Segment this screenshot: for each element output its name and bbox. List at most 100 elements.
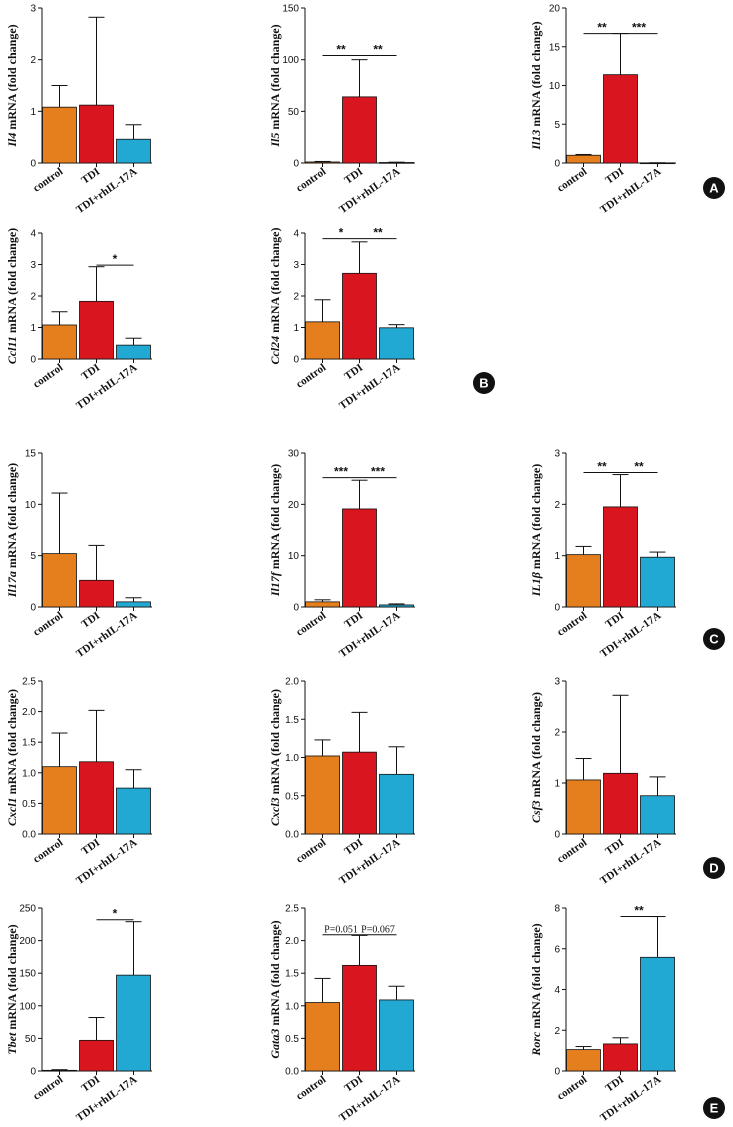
gene-name: Il17a [5,571,19,598]
y-axis-unit: mRNA (fold change) [5,689,19,797]
gene-name: Rorc [529,1031,543,1057]
x-tick-label: TDI [79,362,102,383]
gene-name: Cxcl1 [5,797,19,826]
bar-tdi [342,508,377,608]
y-tick-label: 2 [554,728,560,739]
y-tick-label: 2.0 [285,677,299,688]
bar-control [566,554,601,608]
y-axis-unit: mRNA (fold change) [268,24,282,132]
bar-control [42,553,77,608]
bar-tdi [342,751,377,835]
gene-name: Csf3 [529,800,543,823]
bar-tdi-rhil-17a [116,344,151,360]
y-tick-label: 15 [549,42,561,53]
y-tick-label: 10 [288,551,300,562]
y-tick-label: 100 [282,55,299,66]
y-tick-label: 200 [19,936,36,947]
y-axis-unit: mRNA (fold change) [529,21,543,129]
y-tick-label: 250 [19,904,36,915]
y-axis-title: Il5 mRNA (fold change) [268,24,282,147]
chart-il17a: 0 5 10 15 Il17a mRNA (fold change) control TDI… [5,449,152,660]
x-tick-label: TDI [342,1074,365,1095]
x-tick-label: control [555,837,589,866]
y-tick-label: 0 [554,603,560,614]
y-tick-label: 8 [554,904,560,915]
y-tick-label: 1 [293,323,299,334]
y-tick-label: 2.0 [285,936,299,947]
badge-letter: D [709,861,718,876]
bar-tdi-rhil-17a [640,556,675,608]
y-tick-label: 0.5 [285,791,299,802]
bar-control [42,324,77,360]
x-tick-label: TDI [342,610,365,631]
bar-control [305,601,340,608]
x-tick-label: TDI [342,362,365,383]
y-axis-unit: mRNA (fold change) [268,464,282,572]
badge-circle [703,1097,725,1119]
y-tick-label: 0.0 [285,830,299,841]
badge-letter: A [709,181,719,196]
y-axis-title: Cxcl3 mRNA (fold change) [268,689,282,826]
y-tick-label: 1.5 [22,738,36,749]
y-tick-label: 1 [30,107,36,118]
bar-tdi-rhil-17a [379,773,414,835]
significance-label: *** [334,465,348,479]
y-tick-label: 4 [293,229,299,240]
bar-tdi-rhil-17a [640,956,675,1072]
x-tick-label: TDI [342,166,365,187]
y-tick-label: 50 [25,1034,37,1045]
y-tick-label: 0.5 [285,1034,299,1045]
bar-tdi [79,579,114,608]
significance-label: * [339,226,344,240]
bar-tdi [79,761,114,835]
y-axis-unit: mRNA (fold change) [268,920,282,1028]
significance-label: ** [634,460,644,474]
significance-label: P=0.067 [361,925,395,936]
x-tick-label: control [294,166,328,195]
y-tick-label: 2 [30,55,36,66]
y-tick-label: 0 [293,603,299,614]
bar-tdi [342,96,377,164]
x-tick-label: control [31,362,65,391]
gene-name: Tbet [5,1032,19,1055]
y-tick-label: 0 [30,1067,36,1078]
y-tick-label: 100 [19,1001,36,1012]
badge-circle [703,857,725,879]
chart-il17f: 0 10 20 30 Il17f mRNA (fold change) control TD… [268,449,415,660]
y-axis-title: Il13 mRNA (fold change) [529,21,543,150]
chart-il13: 0 5 10 15 20 Il13 mRNA (fold change) control TD… [529,4,676,216]
x-tick-label: TDI [79,610,102,631]
gene-name: Gata3 [268,1029,282,1059]
y-tick-label: 2.0 [22,707,36,718]
y-tick-label: 1.0 [22,768,36,779]
x-tick-label: TDI [603,610,626,631]
x-tick-label: control [555,1074,589,1103]
bar-tdi-rhil-17a [379,999,414,1072]
y-tick-label: 3 [30,4,36,15]
bar-control [305,755,340,835]
bar-control [305,1002,340,1072]
bar-tdi-rhil-17a [379,327,414,360]
x-tick-label: control [294,1074,328,1103]
y-tick-label: 150 [19,969,36,980]
y-axis-title: Tbet mRNA (fold change) [5,924,19,1054]
bar-tdi-rhil-17a [116,974,151,1072]
bar-tdi [603,74,638,164]
significance-label: ** [634,904,644,918]
y-axis-title: Gata3 mRNA (fold change) [268,920,282,1058]
y-tick-label: 1.5 [285,715,299,726]
x-tick-label: control [555,166,589,195]
x-tick-label: TDI [603,837,626,858]
y-tick-label: 3 [293,260,299,271]
y-tick-label: 0 [30,603,36,614]
badge-circle [703,628,725,650]
y-tick-label: 10 [549,81,561,92]
x-tick-label: control [31,837,65,866]
panel-badge-c: C [703,628,725,650]
badge-circle [703,177,725,199]
y-axis-unit: mRNA (fold change) [5,228,19,336]
